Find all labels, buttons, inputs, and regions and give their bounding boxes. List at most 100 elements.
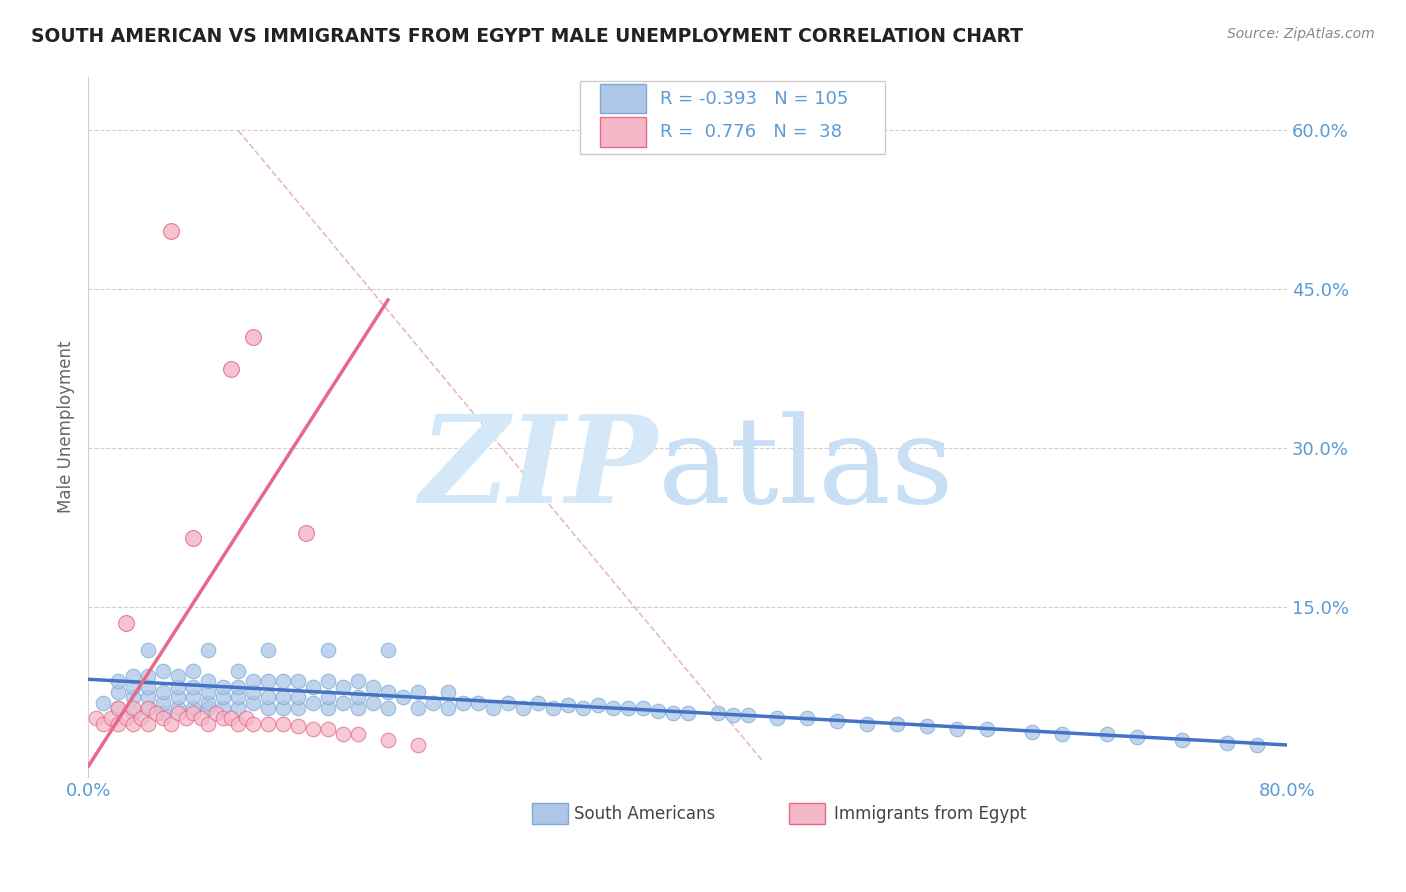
Point [100,711,122,725]
Point [136,690,159,705]
Point [1246,738,1268,752]
Point [527,696,550,710]
Point [302,696,325,710]
Point [1171,732,1194,747]
Point [377,701,399,715]
Point [181,680,204,694]
Point [242,696,264,710]
Point [136,716,159,731]
Point [136,642,159,657]
Point [167,690,190,705]
Point [482,701,505,715]
Point [316,674,339,689]
Point [242,674,264,689]
Point [706,706,728,721]
Point [257,674,280,689]
Point [242,716,264,731]
Point [219,711,242,725]
Point [204,706,226,721]
Point [114,616,136,631]
Point [136,701,159,715]
Point [159,716,181,731]
Point [235,711,257,725]
Point [181,532,204,546]
Point [167,669,190,683]
Point [302,680,325,694]
Point [294,526,316,541]
Point [226,716,249,731]
Point [107,685,129,699]
Point [197,674,219,689]
Point [347,701,370,715]
Point [437,701,460,715]
Point [271,690,294,705]
Text: South Americans: South Americans [574,805,716,822]
Point [197,685,219,699]
Point [84,711,107,725]
Point [136,680,159,694]
Point [377,685,399,699]
Point [287,674,309,689]
Point [226,690,249,705]
Point [226,701,249,715]
FancyBboxPatch shape [600,118,645,146]
Point [257,642,280,657]
Point [152,696,174,710]
Point [93,696,115,710]
Point [406,685,429,699]
Point [602,701,624,715]
Point [122,716,145,731]
Point [1050,727,1073,741]
Point [316,642,339,657]
Point [737,708,759,723]
Point [361,696,384,710]
Point [332,680,354,694]
Point [437,685,460,699]
Point [136,701,159,715]
Point [377,732,399,747]
Point [122,690,145,705]
Point [316,701,339,715]
Text: ZIP: ZIP [419,409,658,528]
Point [541,701,564,715]
Text: atlas: atlas [658,410,955,527]
Point [107,716,129,731]
Point [1216,736,1239,750]
Point [107,701,129,715]
Point [796,711,818,725]
Point [242,330,264,344]
Point [197,701,219,715]
Point [167,680,190,694]
Point [616,701,638,715]
FancyBboxPatch shape [531,804,568,824]
Point [676,706,699,721]
Point [451,696,474,710]
Point [392,690,415,705]
Point [197,642,219,657]
FancyBboxPatch shape [600,84,645,113]
Text: R =  0.776   N =  38: R = 0.776 N = 38 [659,123,842,141]
Point [114,711,136,725]
Point [377,642,399,657]
Point [976,722,998,736]
Point [571,701,593,715]
Text: R = -0.393   N = 105: R = -0.393 N = 105 [659,90,848,108]
Point [827,714,849,728]
Point [406,738,429,752]
Point [242,685,264,699]
Point [212,680,235,694]
Point [347,674,370,689]
Point [302,722,325,736]
Point [946,722,969,736]
Point [332,696,354,710]
Point [1126,730,1149,744]
Point [212,701,235,715]
Point [197,696,219,710]
Point [167,706,190,721]
Point [496,696,519,710]
Point [347,690,370,705]
FancyBboxPatch shape [579,81,886,154]
Point [422,696,444,710]
Point [316,722,339,736]
Point [257,716,280,731]
